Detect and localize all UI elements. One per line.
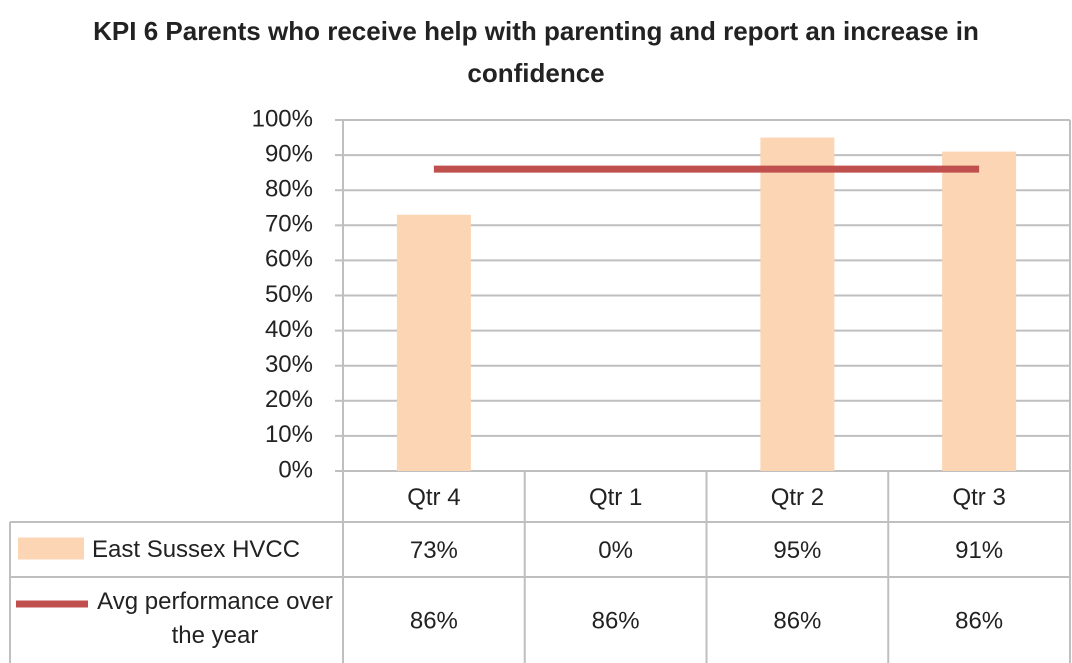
data-label: 95% bbox=[773, 537, 821, 564]
bar bbox=[942, 151, 1017, 471]
data-label: 86% bbox=[592, 607, 640, 634]
legend-swatch bbox=[18, 537, 84, 560]
data-label: 0% bbox=[598, 537, 633, 564]
data-label: 91% bbox=[955, 537, 1003, 564]
bar bbox=[760, 137, 835, 472]
y-tick-label: 30% bbox=[265, 351, 313, 378]
legend-label: East Sussex HVCC bbox=[92, 535, 301, 563]
x-tick-label: Qtr 1 bbox=[589, 484, 642, 511]
y-tick-label: 0% bbox=[278, 456, 313, 483]
x-tick-label: Qtr 4 bbox=[407, 484, 460, 511]
data-label: 86% bbox=[410, 607, 458, 634]
x-tick-label: Qtr 2 bbox=[771, 484, 824, 511]
data-label: 86% bbox=[773, 607, 821, 634]
data-label: 86% bbox=[955, 607, 1003, 634]
chart-title: KPI 6 Parents who receive help with pare… bbox=[93, 16, 979, 88]
y-tick-label: 100% bbox=[252, 105, 313, 132]
y-tick-label: 80% bbox=[265, 176, 313, 203]
y-tick-label: 60% bbox=[265, 246, 313, 273]
bar bbox=[396, 214, 471, 471]
y-tick-label: 70% bbox=[265, 211, 313, 238]
y-tick-label: 40% bbox=[265, 316, 313, 343]
y-tick-label: 50% bbox=[265, 281, 313, 308]
y-tick-label: 20% bbox=[265, 386, 313, 413]
x-tick-label: Qtr 3 bbox=[952, 484, 1005, 511]
data-label: 73% bbox=[410, 537, 458, 564]
y-tick-label: 10% bbox=[265, 421, 313, 448]
legend-label: Avg performance over the year bbox=[97, 588, 333, 649]
y-tick-label: 90% bbox=[265, 140, 313, 167]
